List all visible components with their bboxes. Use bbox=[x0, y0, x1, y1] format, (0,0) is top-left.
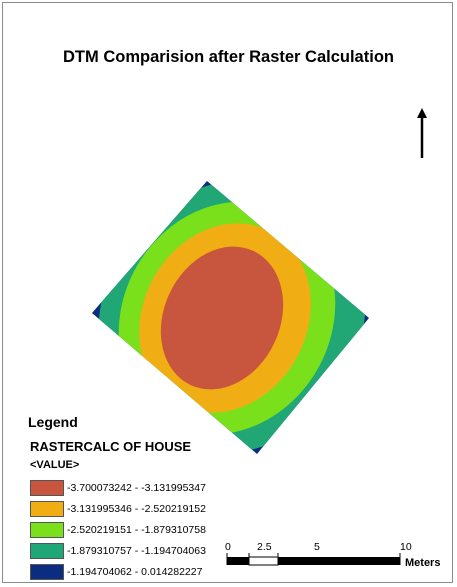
legend-item: -1.879310757 - -1.194704063 bbox=[30, 543, 260, 561]
scale-unit-label: Meters bbox=[405, 557, 441, 569]
legend-item: -3.700073242 - -3.131995347 bbox=[30, 480, 260, 498]
legend-label: -1.879310757 - -1.194704063 bbox=[67, 545, 206, 557]
legend-swatch bbox=[30, 480, 64, 496]
scale-tick-label: 0 bbox=[225, 541, 231, 553]
legend-swatch bbox=[30, 564, 64, 580]
legend-swatch bbox=[30, 501, 64, 517]
legend-item: -1.194704062 - 0.014282227 bbox=[30, 564, 260, 582]
legend-heading: Legend bbox=[28, 414, 78, 430]
legend-label: -3.700073242 - -3.131995347 bbox=[67, 482, 206, 494]
legend-field-name: <VALUE> bbox=[30, 459, 80, 471]
legend-swatch bbox=[30, 522, 64, 538]
north-arrow-icon bbox=[417, 108, 427, 158]
raster-class-1 bbox=[160, 246, 284, 390]
legend-label: -3.131995346 - -2.520219152 bbox=[67, 503, 206, 515]
map-title: DTM Comparision after Raster Calculation bbox=[63, 48, 394, 66]
legend-item: -3.131995346 - -2.520219152 bbox=[30, 501, 260, 519]
scale-tick-label: 10 bbox=[400, 541, 412, 553]
legend-label: -1.194704062 - 0.014282227 bbox=[67, 566, 203, 578]
legend-layer-name: RASTERCALC OF HOUSE bbox=[30, 439, 192, 454]
scale-tick-label: 5 bbox=[314, 541, 320, 553]
legend-item: -2.520219151 - -1.879310758 bbox=[30, 522, 260, 540]
scale-tick-label: 2.5 bbox=[257, 541, 272, 553]
legend-swatch bbox=[30, 543, 64, 559]
legend-label: -2.520219151 - -1.879310758 bbox=[67, 524, 206, 536]
